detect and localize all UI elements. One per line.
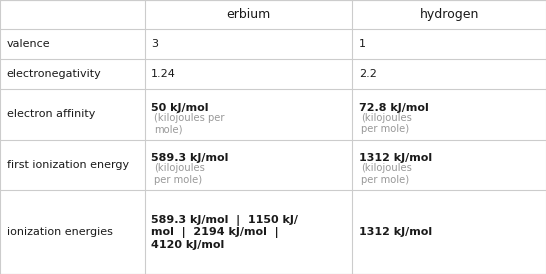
Text: valence: valence <box>7 39 50 49</box>
Text: ionization energies: ionization energies <box>7 227 112 237</box>
Text: hydrogen: hydrogen <box>419 8 479 21</box>
Text: 72.8 kJ/mol: 72.8 kJ/mol <box>359 103 429 113</box>
Text: 50 kJ/mol: 50 kJ/mol <box>151 103 209 113</box>
Text: 1.24: 1.24 <box>151 69 176 79</box>
Text: 589.3 kJ/mol: 589.3 kJ/mol <box>151 153 229 164</box>
Text: 1312 kJ/mol: 1312 kJ/mol <box>359 153 432 164</box>
Text: electron affinity: electron affinity <box>7 109 95 119</box>
Text: erbium: erbium <box>226 8 271 21</box>
Text: (kilojoules per
mole): (kilojoules per mole) <box>154 113 224 134</box>
Text: first ionization energy: first ionization energy <box>7 160 129 170</box>
Text: 1312 kJ/mol: 1312 kJ/mol <box>359 227 432 237</box>
Text: 3: 3 <box>151 39 158 49</box>
Text: 2.2: 2.2 <box>359 69 377 79</box>
Text: 589.3 kJ/mol  |  1150 kJ/
mol  |  2194 kJ/mol  |
4120 kJ/mol: 589.3 kJ/mol | 1150 kJ/ mol | 2194 kJ/mo… <box>151 215 298 250</box>
Text: (kilojoules
per mole): (kilojoules per mole) <box>361 163 412 185</box>
Text: 1: 1 <box>359 39 366 49</box>
Text: (kilojoules
per mole): (kilojoules per mole) <box>361 113 412 134</box>
Text: electronegativity: electronegativity <box>7 69 102 79</box>
Text: (kilojoules
per mole): (kilojoules per mole) <box>154 163 205 185</box>
